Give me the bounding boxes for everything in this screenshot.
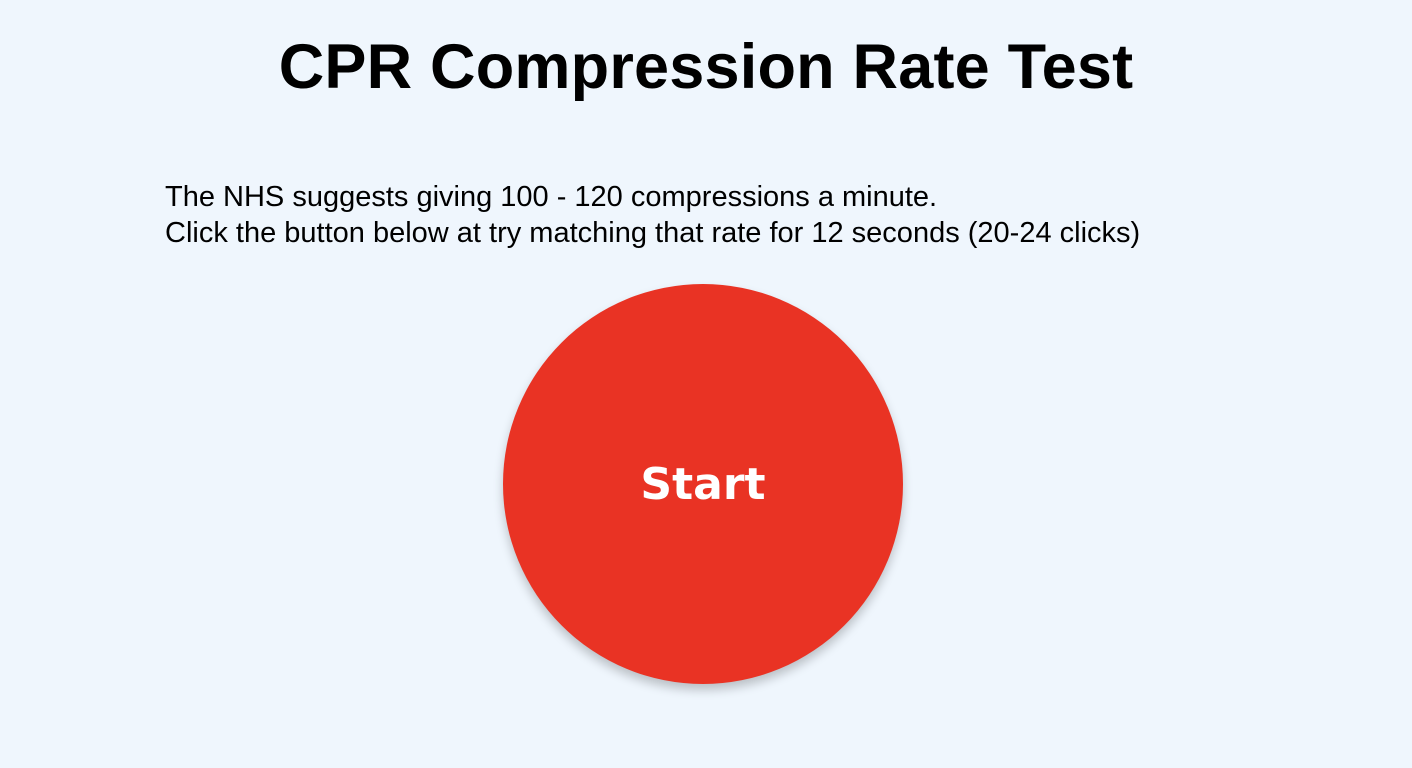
- page-title: CPR Compression Rate Test: [278, 32, 1134, 102]
- instructions-line-2: Click the button below at try matching t…: [165, 217, 1141, 249]
- instructions-line-1: The NHS suggests giving 100 - 120 compre…: [165, 181, 938, 213]
- instructions-text: The NHS suggests giving 100 - 120 compre…: [165, 179, 1315, 251]
- start-button[interactable]: Start: [503, 284, 903, 684]
